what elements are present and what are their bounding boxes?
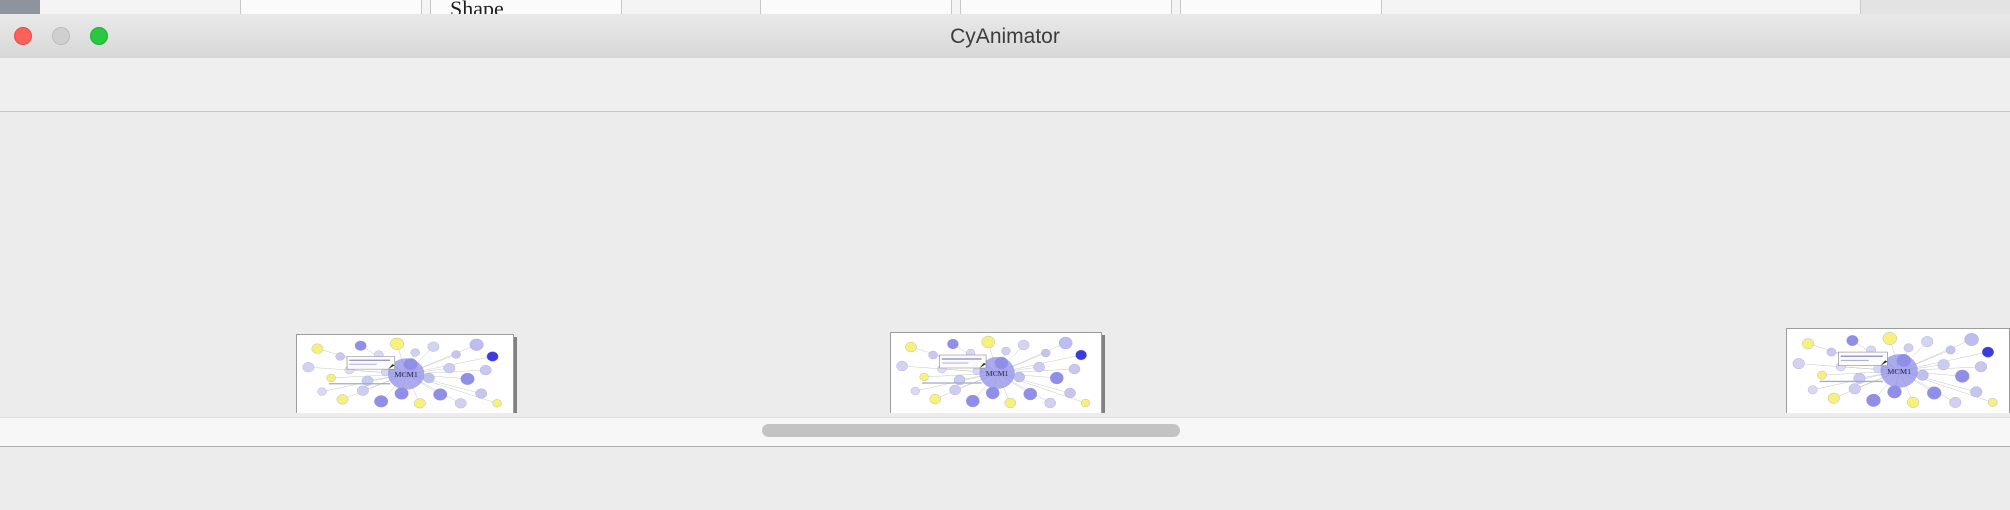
svg-text:MCM1: MCM1: [394, 371, 418, 379]
frame-thumbnail-3[interactable]: MCM1: [1786, 328, 2010, 413]
toolbar: ✚ Clear All Frames: [0, 58, 2010, 151]
timeline-scrollbar-track[interactable]: [0, 417, 2010, 447]
background-tab-5: [1180, 0, 1382, 14]
frame-thumbnail-2[interactable]: MCM1: [890, 332, 1102, 413]
close-button[interactable]: [14, 27, 32, 45]
svg-text:MCM1: MCM1: [986, 369, 1009, 378]
background-tab-4: [960, 0, 1172, 14]
background-tab-3: [760, 0, 952, 14]
background-tab-2: [430, 0, 622, 14]
minimize-button[interactable]: [52, 27, 70, 45]
background-window-strip: [0, 0, 2010, 15]
background-dark-tab: [0, 0, 40, 14]
title-bar: CyAnimator: [0, 14, 2010, 59]
background-tab-6: [1860, 0, 2010, 14]
svg-text:MCM1: MCM1: [1887, 367, 1911, 376]
window-title: CyAnimator: [950, 25, 1060, 48]
frame-thumbnail-1[interactable]: MCM1: [296, 334, 514, 413]
transport-bar: Animation Speed:: [0, 447, 2010, 510]
timeline-scrollbar-thumb[interactable]: [762, 424, 1180, 437]
background-tab-1: [240, 0, 422, 14]
maximize-button[interactable]: [90, 27, 108, 45]
